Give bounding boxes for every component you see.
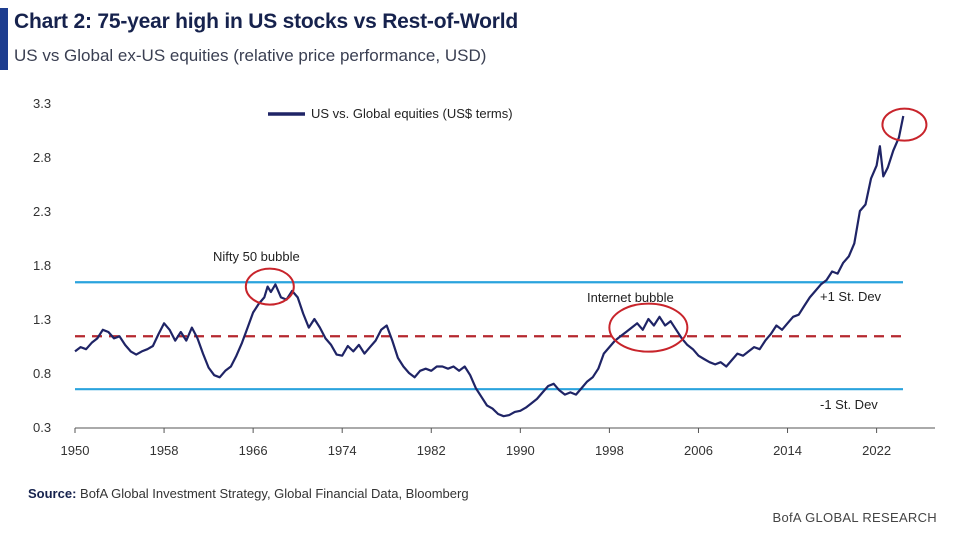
y-tick-label: 2.8	[33, 150, 51, 165]
nifty-50-highlight-circle	[244, 267, 295, 306]
chart-subtitle: US vs Global ex-US equities (relative pr…	[14, 46, 487, 65]
y-tick-label: 3.3	[33, 96, 51, 111]
chart-title: Chart 2: 75-year high in US stocks vs Re…	[14, 10, 519, 33]
y-tick-label: 2.3	[33, 204, 51, 219]
y-tick-label: 1.8	[33, 258, 51, 273]
label-minus-one-st-dev: -1 St. Dev	[820, 397, 878, 412]
x-tick-label: 1990	[506, 443, 535, 458]
title-accent-bar	[0, 8, 8, 70]
internet-bubble-highlight-circle	[608, 302, 689, 353]
x-tick-label: 1966	[239, 443, 268, 458]
annotation-internet-bubble: Internet bubble	[587, 290, 674, 305]
annotation-nifty-50: Nifty 50 bubble	[213, 249, 300, 264]
x-tick-label: 2006	[684, 443, 713, 458]
y-tick-label: 0.3	[33, 420, 51, 435]
x-tick-label: 2022	[862, 443, 891, 458]
series-line-us-vs-global	[74, 115, 905, 418]
source-label: Source:	[28, 486, 77, 501]
x-tick-label: 2014	[773, 443, 802, 458]
source-note: Source: BofA Global Investment Strategy,…	[28, 486, 469, 501]
x-tick-label: 1982	[417, 443, 446, 458]
x-tick-label: 1998	[595, 443, 624, 458]
current-high-highlight-circle	[881, 107, 928, 142]
x-tick-label: 1950	[61, 443, 90, 458]
legend-label: US vs. Global equities (US$ terms)	[311, 106, 513, 121]
y-tick-label: 0.8	[33, 366, 51, 381]
x-tick-label: 1958	[150, 443, 179, 458]
source-text: BofA Global Investment Strategy, Global …	[80, 486, 469, 501]
brand-footer: BofA GLOBAL RESEARCH	[772, 510, 937, 525]
x-tick-label: 1974	[328, 443, 357, 458]
label-plus-one-st-dev: +1 St. Dev	[820, 289, 882, 304]
y-tick-label: 1.3	[33, 312, 51, 327]
